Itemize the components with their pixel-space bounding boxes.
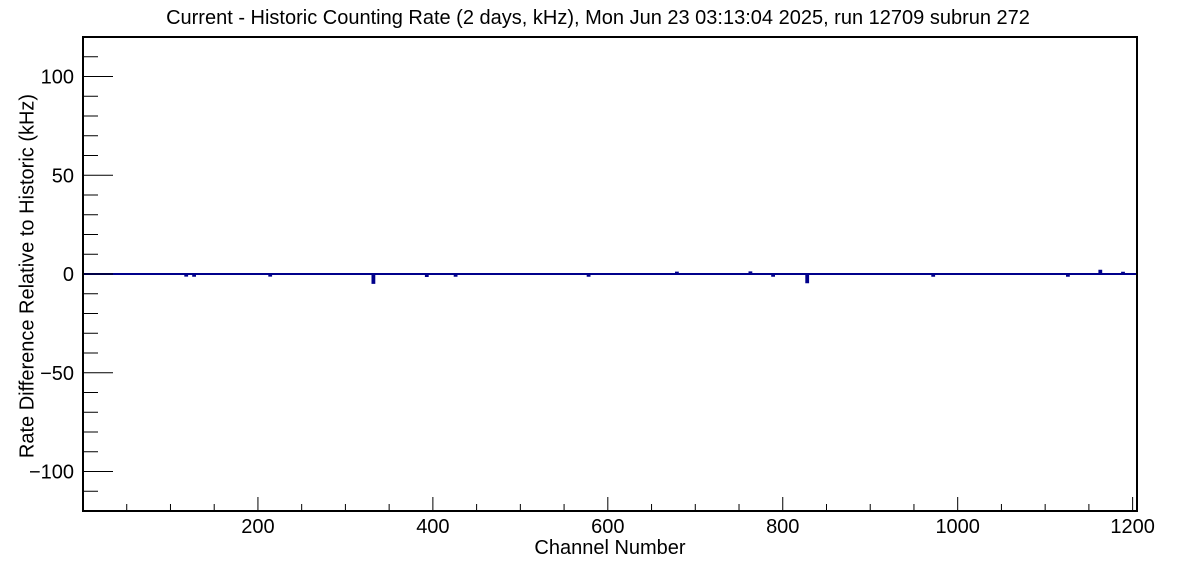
y-tick-label: −100: [29, 462, 74, 484]
x-tick-label: 400: [416, 516, 449, 538]
y-tick-label: 50: [52, 165, 74, 187]
chart-title: Current - Historic Counting Rate (2 days…: [166, 7, 1030, 29]
x-tick-label: 800: [766, 516, 799, 538]
y-tick-label: 100: [41, 67, 74, 89]
y-tick-label: −50: [40, 363, 74, 385]
x-tick-label: 200: [241, 516, 274, 538]
rate-difference-line: [83, 269, 1137, 284]
x-axis-title: Channel Number: [534, 537, 686, 559]
x-tick-label: 600: [591, 516, 624, 538]
y-axis-title: Rate Difference Relative to Historic (kH…: [16, 93, 39, 459]
x-tick-label: 1000: [935, 516, 980, 538]
y-tick-label: 0: [63, 264, 74, 286]
x-tick-label: 1200: [1110, 516, 1155, 538]
